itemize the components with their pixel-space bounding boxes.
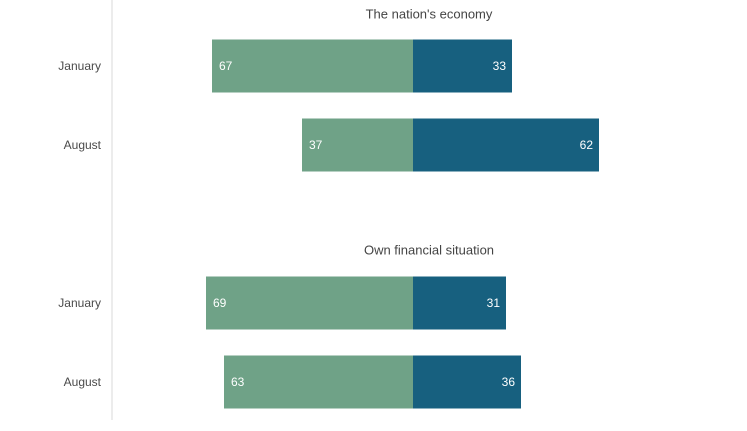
- bar-left-value: 63: [231, 375, 245, 389]
- bar-right: [413, 276, 506, 330]
- bar-left: [212, 39, 413, 93]
- bar-right: [413, 118, 599, 172]
- row-label: August: [64, 375, 102, 389]
- bar-right: [413, 39, 512, 93]
- row-label: January: [58, 59, 101, 73]
- bar-left-value: 37: [309, 138, 323, 152]
- panel-title: Own financial situation: [364, 243, 494, 258]
- bar-right-value: 36: [502, 375, 516, 389]
- panel-title: The nation's economy: [366, 7, 493, 22]
- bar-left: [224, 355, 413, 409]
- bar-left: [206, 276, 413, 330]
- bar-right-value: 31: [487, 296, 501, 310]
- bar-left-value: 69: [213, 296, 227, 310]
- bar-right: [413, 355, 521, 409]
- row-label: August: [64, 138, 102, 152]
- row-label: January: [58, 296, 101, 310]
- bar-left: [302, 118, 413, 172]
- bar-right-value: 33: [493, 59, 507, 73]
- bar-right-value: 62: [580, 138, 594, 152]
- bar-left-value: 67: [219, 59, 233, 73]
